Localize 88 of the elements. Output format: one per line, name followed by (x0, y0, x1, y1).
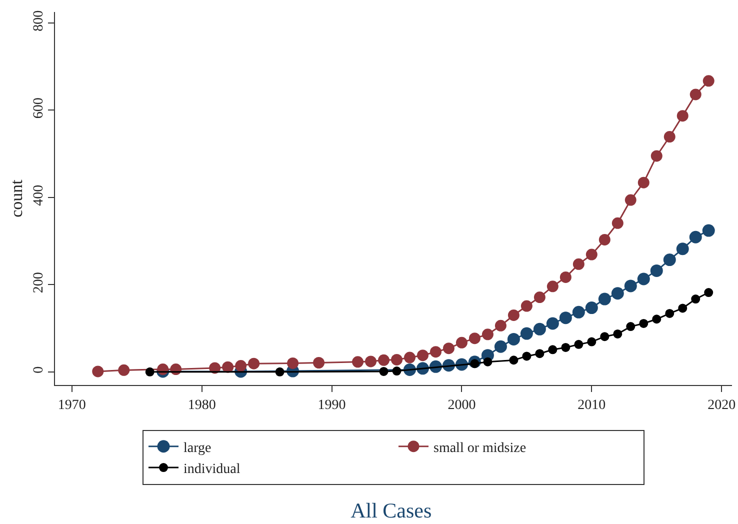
point (650, 150, 662, 162)
point (639, 318, 648, 328)
point (690, 88, 702, 100)
point (430, 346, 442, 358)
point (520, 327, 533, 340)
point (676, 110, 688, 122)
point (624, 280, 637, 292)
x-tick-label: 2010 (578, 398, 606, 413)
point (702, 224, 715, 237)
point (548, 345, 558, 354)
point (379, 366, 388, 376)
point (561, 342, 570, 352)
point (572, 258, 584, 270)
point (650, 264, 663, 277)
point (507, 332, 520, 346)
x-tick-label: 1990 (318, 398, 346, 413)
point (676, 242, 689, 256)
point (613, 329, 622, 338)
point (560, 271, 572, 283)
point (572, 306, 585, 318)
point (665, 308, 674, 318)
point (638, 176, 650, 188)
y-tick-label: 400 (31, 184, 46, 206)
point (704, 288, 714, 298)
point (509, 356, 518, 365)
legend-label: large (184, 440, 212, 456)
point (678, 304, 688, 313)
point (652, 314, 662, 324)
x-tick-label: 1970 (58, 398, 86, 413)
point (442, 342, 454, 354)
point (404, 352, 416, 364)
point (587, 337, 596, 346)
point (313, 357, 325, 368)
point (92, 366, 104, 378)
point (248, 358, 260, 370)
y-tick-label: 0 (31, 366, 46, 374)
point (689, 230, 702, 244)
point (611, 287, 624, 300)
point (275, 367, 284, 376)
x-tick-label: 2020 (708, 398, 736, 413)
point (691, 294, 700, 304)
point (391, 354, 402, 366)
point (626, 322, 636, 332)
point (522, 352, 532, 361)
point (586, 248, 598, 260)
point (546, 280, 558, 292)
point (508, 309, 520, 321)
point (520, 300, 532, 312)
point (574, 340, 584, 349)
y-tick-label: 200 (31, 272, 46, 294)
point (494, 340, 507, 353)
point (468, 332, 480, 344)
point (533, 322, 546, 336)
legend-label: small or midsize (434, 440, 526, 456)
point (585, 302, 598, 314)
legend-label: individual (184, 462, 240, 478)
y-axis-title: count (6, 179, 26, 218)
point (663, 254, 676, 266)
point (416, 350, 428, 362)
point (352, 356, 364, 368)
point (118, 364, 130, 376)
x-tick-label: 1980 (188, 398, 216, 413)
point (702, 75, 714, 87)
point (598, 234, 610, 246)
point (494, 320, 506, 332)
point (546, 317, 559, 330)
point (559, 312, 572, 324)
point (483, 357, 492, 366)
point (535, 349, 544, 358)
point (392, 366, 402, 376)
text: All Cases (350, 498, 432, 523)
point (637, 272, 650, 286)
point (456, 336, 468, 348)
point (145, 367, 154, 376)
y-tick-label: 600 (31, 98, 46, 119)
point (235, 360, 247, 372)
y-tick-label: 800 (31, 10, 46, 32)
point (534, 292, 546, 304)
point (482, 328, 494, 340)
point (598, 292, 611, 306)
point (378, 354, 390, 366)
point (287, 357, 299, 369)
point (600, 332, 610, 342)
point (624, 194, 636, 206)
x-tick-label: 2000 (448, 398, 476, 413)
point (612, 217, 624, 229)
point (365, 356, 377, 368)
point (664, 131, 676, 143)
